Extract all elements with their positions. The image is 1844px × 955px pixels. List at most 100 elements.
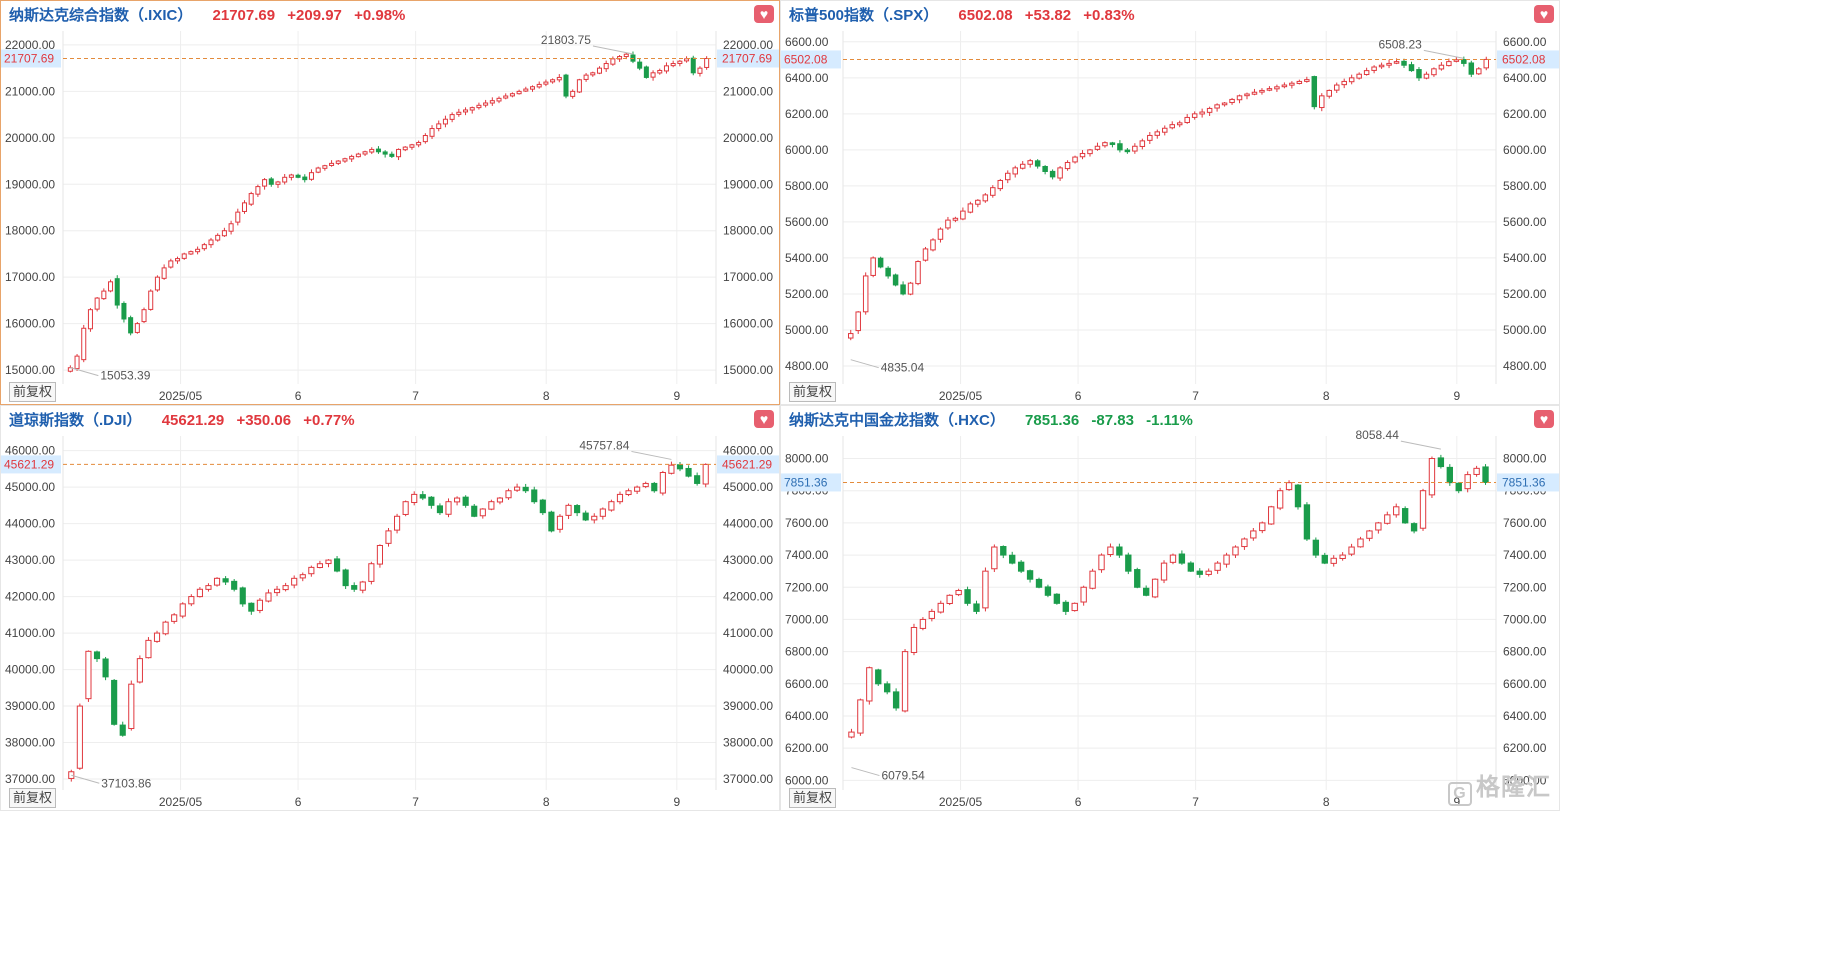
high-label: 8058.44: [1355, 428, 1399, 442]
candle-up: [1453, 59, 1460, 62]
candlestick-chart[interactable]: 22000.00 22000.00 21000.00 21000.00 20000.00…: [1, 1, 781, 406]
low-callout-line: [851, 767, 880, 777]
y-tick-label-right: 38000.00: [723, 736, 773, 750]
candle-down: [428, 496, 435, 506]
y-tick-label-left: 5400.00: [785, 251, 829, 265]
candle-down: [1062, 601, 1069, 612]
index-name[interactable]: 标普500指数（.SPX）: [789, 7, 939, 24]
candle-down: [121, 302, 127, 320]
index-name[interactable]: 纳斯达克综合指数（.IXIC）: [9, 7, 193, 24]
candle-up: [907, 282, 914, 295]
candle-up: [1268, 506, 1275, 525]
x-tick-label: 2025/05: [159, 389, 203, 403]
heart-icon[interactable]: ♥: [754, 5, 774, 23]
candle-up: [188, 251, 194, 255]
heart-icon[interactable]: ♥: [754, 410, 774, 428]
candle-up: [74, 355, 80, 370]
index-name[interactable]: 道琼斯指数（.DJI）: [9, 412, 142, 429]
candle-up: [134, 323, 140, 333]
high-callout-line: [592, 45, 634, 55]
candle-up: [1162, 127, 1168, 133]
candle-up: [1341, 80, 1347, 86]
candle-up: [1236, 95, 1243, 101]
candle-down: [114, 278, 120, 306]
candle-up: [982, 570, 989, 609]
candle-up: [848, 731, 855, 738]
y-tick-label-right: 44000.00: [723, 517, 773, 531]
chart-panel-ixic[interactable]: 纳斯达克综合指数（.IXIC） 21707.69 +209.97 +0.98% …: [0, 0, 780, 405]
candle-down: [1446, 466, 1453, 484]
x-tick-label: 7: [1192, 795, 1199, 809]
candlestick-chart[interactable]: 8000.008000.007800.007800.007600.007600.…: [781, 406, 1561, 812]
y-tick-label-right: 45000.00: [723, 480, 773, 494]
index-price: 7851.36: [1025, 412, 1080, 429]
high-callout-line: [631, 450, 672, 460]
index-change: -87.83: [1091, 412, 1134, 429]
candle-up: [145, 639, 152, 659]
chart-panel-spx[interactable]: 标普500指数（.SPX） 6502.08 +53.82 +0.83% ♥ 66…: [780, 0, 1560, 405]
last-price-label-right: 6502.08: [1502, 52, 1546, 66]
y-tick-label-left: 4800.00: [785, 359, 829, 373]
low-callout-line: [850, 359, 879, 369]
candle-up: [436, 123, 442, 130]
candle-up: [1232, 546, 1239, 556]
candle-up: [228, 223, 234, 232]
candle-down: [1044, 586, 1052, 596]
candle-up: [634, 486, 641, 492]
candle-up: [1319, 95, 1325, 109]
candle-down: [1049, 170, 1056, 178]
candle-down: [1461, 59, 1467, 64]
candle-up: [308, 566, 315, 575]
candle-up: [1107, 546, 1114, 556]
y-tick-label-left: 16000.00: [5, 317, 55, 331]
candle-down: [471, 505, 478, 517]
candlestick-chart[interactable]: 46000.00 46000.00 45000.00 45000.00 44000.00…: [1, 406, 781, 812]
candle-up: [322, 165, 328, 169]
chart-panel-hxc[interactable]: 纳斯达克中国金龙指数（.HXC） 7851.36 -87.83 -1.11% ♥…: [780, 405, 1560, 811]
candle-up: [590, 72, 596, 76]
candle-up: [509, 93, 515, 97]
candle-up: [697, 67, 703, 74]
candle-up: [928, 610, 936, 619]
candle-down: [563, 74, 569, 97]
index-change: +209.97: [287, 7, 342, 24]
candle-up: [454, 497, 461, 503]
y-tick-label-left: 7400.00: [785, 548, 829, 562]
adjust-button[interactable]: 前复权: [789, 788, 837, 808]
y-tick-label-left: 42000.00: [5, 590, 55, 604]
candle-down: [1125, 554, 1132, 572]
y-tick-label-left: 18000.00: [5, 224, 55, 238]
last-price-tag-right: [1497, 50, 1559, 69]
candle-up: [550, 79, 556, 83]
adjust-button[interactable]: 前复权: [9, 382, 57, 402]
candle-up: [1476, 68, 1482, 75]
candle-up: [335, 160, 341, 164]
candle-up: [329, 162, 335, 166]
candle-up: [171, 614, 178, 622]
candle-down: [1455, 482, 1462, 492]
index-name[interactable]: 纳斯达克中国金龙指数（.HXC）: [789, 412, 1005, 429]
index-percent: -1.11%: [1146, 412, 1193, 429]
candle-up: [479, 508, 486, 517]
x-tick-label: 6: [1075, 389, 1082, 403]
candle-down: [1408, 64, 1415, 72]
watermark-text: 格隆汇: [1476, 774, 1551, 801]
heart-icon[interactable]: ♥: [1534, 410, 1554, 428]
candle-up: [623, 53, 629, 58]
adjust-button[interactable]: 前复权: [789, 382, 837, 402]
chart-panel-dji[interactable]: 道琼斯指数（.DJI） 45621.29 +350.06 +0.77% ♥ 46…: [0, 405, 780, 811]
candle-up: [442, 118, 448, 125]
candle-up: [1184, 116, 1190, 124]
candle-up: [990, 187, 996, 196]
heart-icon[interactable]: ♥: [1534, 5, 1554, 23]
adjust-button[interactable]: 前复权: [9, 788, 57, 808]
candle-up: [663, 65, 669, 72]
y-tick-label-right: 6600.00: [1503, 35, 1547, 49]
candle-down: [1196, 570, 1203, 575]
last-price-tag-left: [1, 455, 61, 474]
candle-down: [436, 505, 444, 514]
candle-up: [101, 290, 107, 300]
candle-up: [1098, 554, 1105, 571]
candle-up: [1221, 102, 1228, 106]
candlestick-chart[interactable]: 6600.00 6600.00 6400.00 6400.00 6200.00 6200.…: [781, 1, 1561, 406]
